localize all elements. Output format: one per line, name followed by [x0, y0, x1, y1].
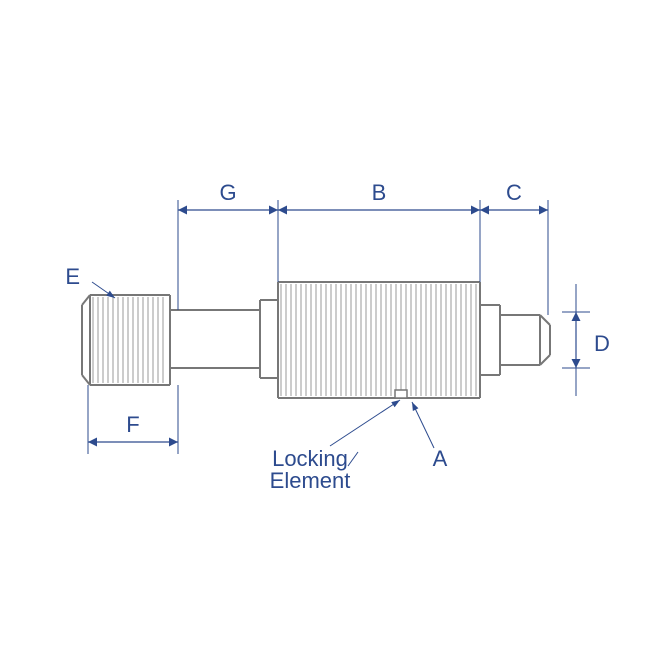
- svg-text:E: E: [65, 264, 80, 289]
- svg-text:F: F: [126, 412, 139, 437]
- svg-text:C: C: [506, 180, 522, 205]
- part-body: [82, 282, 550, 398]
- svg-text:A: A: [433, 446, 448, 471]
- svg-text:D: D: [594, 331, 610, 356]
- svg-text:G: G: [219, 180, 236, 205]
- svg-text:Element: Element: [270, 468, 351, 493]
- svg-text:B: B: [372, 180, 387, 205]
- spring-plunger-diagram: GBCDEFALockingElement: [0, 0, 670, 670]
